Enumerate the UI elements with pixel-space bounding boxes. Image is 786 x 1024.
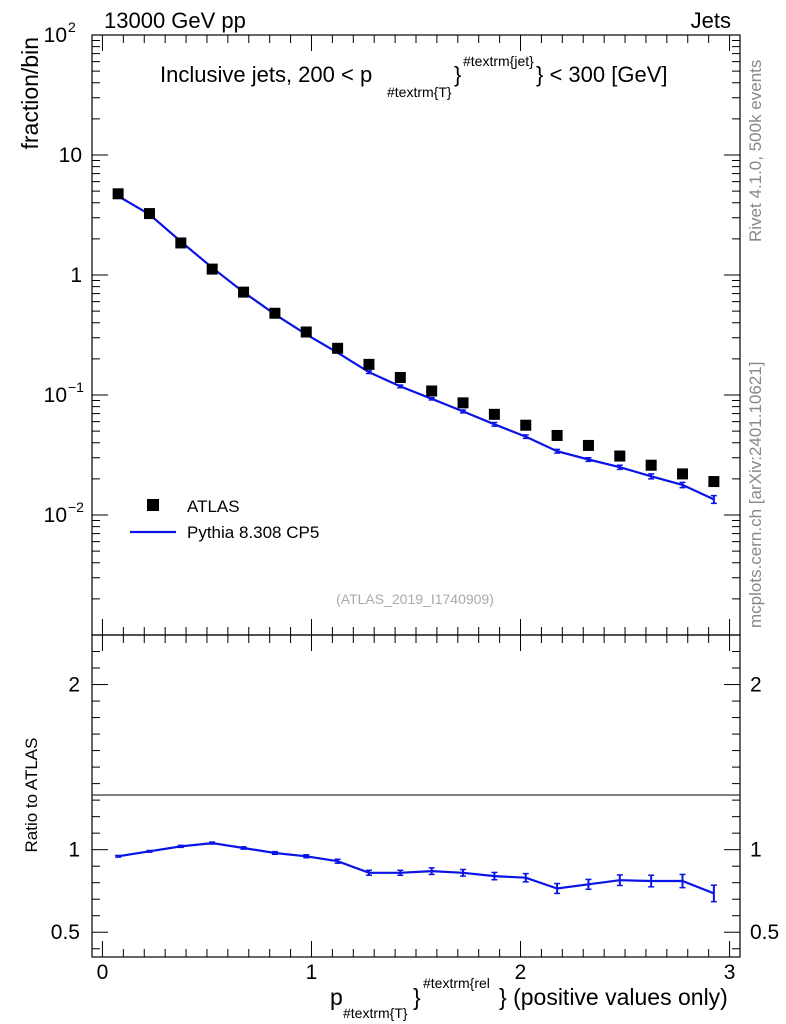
ratio-axis-ticks xyxy=(92,634,740,957)
legend-mc-label: Pythia 8.308 CP5 xyxy=(187,523,319,542)
y-tick-base: 10 xyxy=(44,384,67,407)
ratio-y-tick-label-left: 2 xyxy=(68,674,80,697)
atlas-data-point xyxy=(206,263,218,275)
x-tick-label: 1 xyxy=(306,961,318,984)
title-end-text: } < 300 [GeV] xyxy=(536,62,667,87)
ratio-y-tick-label-right: 2 xyxy=(750,674,762,697)
main-plot-title: Inclusive jets, 200 < p #textrm{T} } #te… xyxy=(160,53,667,100)
title-main-text: Inclusive jets, 200 < p xyxy=(160,62,372,87)
atlas-data-point xyxy=(614,450,626,462)
atlas-data-point xyxy=(143,208,155,220)
atlas-data-point xyxy=(363,358,375,370)
y-tick-exponent: 2 xyxy=(68,19,76,35)
ratio-x-tick-labels: 0 1 2 3 xyxy=(97,961,736,984)
y-tick-value: 10 xyxy=(59,144,82,167)
atlas-data-point xyxy=(269,307,281,319)
y-tick-base: 10 xyxy=(44,24,67,47)
main-y-tick-label: 10 −1 xyxy=(44,379,85,407)
y-tick-exponent: −2 xyxy=(68,499,84,515)
x-tick-label: 2 xyxy=(515,961,527,984)
ratio-y-tick-label-left: 0.5 xyxy=(51,921,80,944)
atlas-data-point xyxy=(112,188,124,200)
main-y-tick-label: 10 −2 xyxy=(44,499,85,527)
x-title-superscript: #textrm{rel xyxy=(423,975,490,991)
mc-series-main xyxy=(117,195,717,505)
header-right: Jets xyxy=(691,8,731,33)
mc-ratio-line xyxy=(117,841,715,895)
ratio-panel-frame xyxy=(91,634,741,958)
title-subscript: #textrm{T} xyxy=(387,84,452,100)
ratio-y-tick-label-right: 0.5 xyxy=(750,921,779,944)
y-tick-value: 1 xyxy=(70,264,82,287)
atlas-data-point xyxy=(175,237,187,249)
atlas-data-point xyxy=(488,408,500,420)
atlas-data-point xyxy=(332,342,344,354)
atlas-data-point xyxy=(582,439,594,451)
main-y-tick-label: 1 xyxy=(70,264,82,287)
mcplots-label: mcplots.cern.ch [arXiv:2401.10621] xyxy=(746,362,765,628)
main-y-axis-title: fraction/bin xyxy=(17,37,43,150)
atlas-data-point xyxy=(300,326,312,338)
ratio-y-tick-label-right: 1 xyxy=(750,839,762,862)
y-tick-exponent: −1 xyxy=(68,379,84,395)
atlas-data-point xyxy=(520,419,532,431)
main-panel-frame xyxy=(91,34,741,636)
main-y-tick-label: 10 2 xyxy=(44,19,76,47)
atlas-data-point xyxy=(426,385,438,397)
atlas-series-main xyxy=(112,188,720,488)
mc-series-ratio xyxy=(115,841,717,903)
ratio-y-axis-title: Ratio to ATLAS xyxy=(22,738,41,853)
legend: ATLAS Pythia 8.308 CP5 xyxy=(130,497,319,542)
atlas-data-point xyxy=(238,286,250,298)
legend-atlas-marker xyxy=(147,499,159,511)
atlas-data-point xyxy=(394,371,406,383)
atlas-data-point xyxy=(645,459,657,471)
main-y-tick-label: 10 xyxy=(59,144,82,167)
x-title-end: } (positive values only) xyxy=(499,984,728,1010)
main-axis-ticks xyxy=(92,34,740,636)
header-left: 13000 GeV pp xyxy=(104,8,246,33)
x-axis-title: p #textrm{T} } #textrm{rel } (positive v… xyxy=(330,975,728,1021)
legend-atlas-label: ATLAS xyxy=(187,497,240,516)
x-title-subscript: #textrm{T} xyxy=(343,1005,408,1021)
x-tick-label: 0 xyxy=(97,961,109,984)
atlas-data-point xyxy=(457,397,469,409)
y-tick-base: 10 xyxy=(44,504,67,527)
x-title-main: p xyxy=(330,984,343,1010)
title-superscript: #textrm{jet} xyxy=(463,53,534,69)
atlas-data-point xyxy=(708,476,720,488)
title-brace: } xyxy=(454,62,461,87)
atlas-data-point xyxy=(677,468,689,480)
rivet-label: Rivet 4.1.0, 500k events xyxy=(746,60,765,242)
ratio-y-tick-label-left: 1 xyxy=(68,839,80,862)
ratio-y-tick-labels: 0.5 0.5 1 1 2 2 xyxy=(51,674,779,945)
analysis-watermark: (ATLAS_2019_I1740909) xyxy=(336,591,494,607)
atlas-data-point xyxy=(551,429,563,441)
x-title-brace: } xyxy=(413,984,421,1010)
x-tick-label: 3 xyxy=(724,961,736,984)
